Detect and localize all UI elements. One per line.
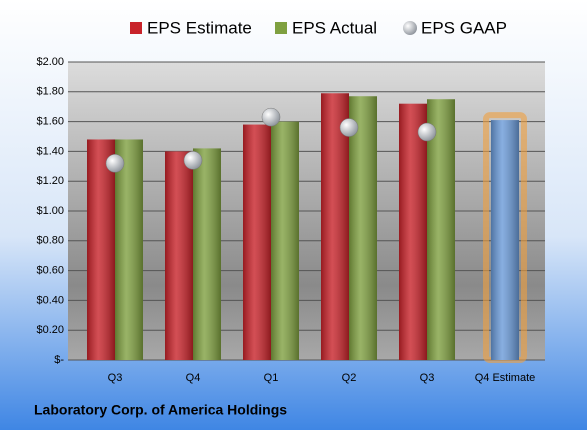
x-tick-label: Q2 — [342, 372, 357, 384]
legend-marker — [130, 22, 142, 34]
gaap-marker — [261, 107, 281, 127]
x-tick-label: Q1 — [264, 372, 279, 384]
gaap-marker — [105, 154, 125, 173]
gaap-marker — [339, 118, 359, 137]
y-tick-label: $0.80 — [36, 235, 64, 247]
bar-shade — [399, 103, 427, 360]
x-tick-label: Q3 — [420, 372, 435, 384]
bar-shade — [271, 121, 299, 360]
bar-shade — [321, 93, 349, 360]
bar-shade — [115, 139, 143, 360]
legend-label: EPS GAAP — [421, 18, 507, 37]
bar-shade — [491, 120, 519, 360]
bar-shade — [165, 151, 193, 360]
bar-shade — [349, 96, 377, 361]
legend-label: EPS Estimate — [147, 18, 252, 37]
chart-title: Laboratory Corp. of America Holdings — [34, 402, 287, 418]
y-tick-label: $1.00 — [36, 205, 64, 217]
y-tick-label: $0.40 — [36, 294, 64, 306]
bar-shade — [243, 124, 271, 360]
y-tick-label: $1.20 — [36, 175, 64, 187]
y-tick-label: $2.00 — [36, 56, 64, 68]
y-tick-label: $1.60 — [36, 116, 64, 128]
y-tick-label: $0.60 — [36, 265, 64, 277]
x-tick-label: Q4 Estimate — [475, 372, 536, 384]
y-tick-label: $0.20 — [36, 324, 64, 336]
legend-label: EPS Actual — [292, 18, 377, 37]
x-tick-label: Q3 — [108, 372, 123, 384]
legend-marker — [403, 21, 417, 35]
bar-shade — [427, 99, 455, 360]
y-tick-label: $- — [54, 354, 64, 366]
bar-shade — [87, 139, 115, 360]
x-tick-label: Q4 — [186, 372, 201, 384]
bar-shade — [193, 148, 221, 360]
y-tick-label: $1.40 — [36, 145, 64, 157]
gaap-marker — [183, 151, 203, 170]
y-tick-label: $1.80 — [36, 86, 64, 98]
gaap-marker — [417, 122, 437, 142]
legend-marker — [275, 22, 287, 34]
